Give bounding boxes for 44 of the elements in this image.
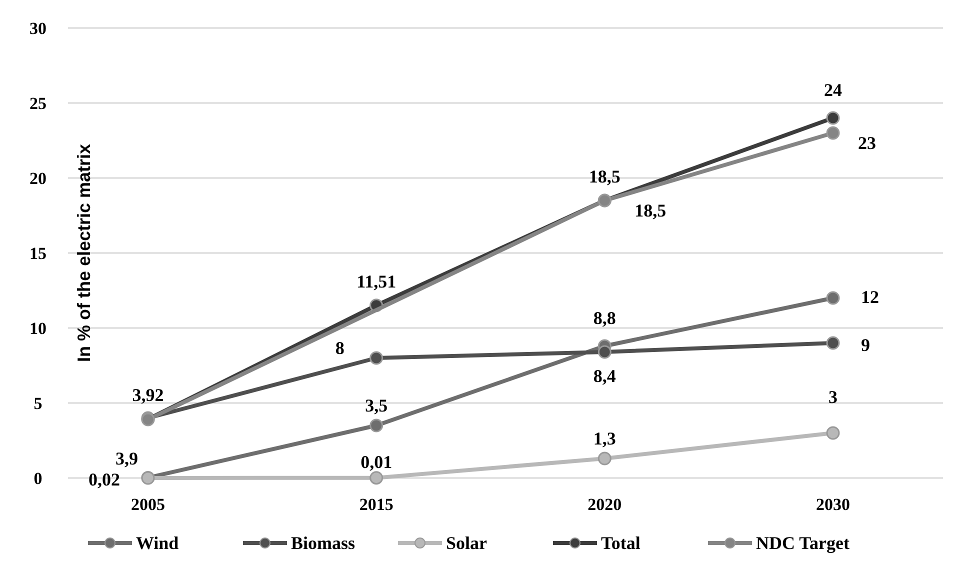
- data-label: 23: [858, 133, 876, 153]
- y-tick-label: 0: [34, 469, 42, 488]
- point: [370, 471, 384, 485]
- data-label: 3,92: [132, 385, 164, 406]
- x-tick-label: 2020: [588, 495, 622, 514]
- x-tick-label: 2015: [359, 495, 394, 514]
- legend-label: Biomass: [291, 533, 356, 553]
- point: [370, 418, 384, 432]
- data-label: 0,01: [360, 452, 392, 472]
- data-label: 12: [861, 287, 879, 307]
- y-tick-label: 30: [30, 19, 46, 38]
- data-label: 3: [828, 387, 838, 407]
- x-tick-label: 2030: [816, 495, 850, 514]
- point: [826, 126, 840, 140]
- legend-label: Solar: [446, 533, 488, 553]
- data-label: 18,5: [588, 166, 620, 186]
- point: [598, 345, 612, 359]
- x-tick-label: 2005: [131, 495, 165, 514]
- data-label: 8: [335, 338, 344, 358]
- point: [370, 351, 384, 365]
- data-label: 3,9: [116, 448, 138, 468]
- legend-label: Wind: [136, 533, 179, 553]
- point: [826, 426, 840, 440]
- data-label: 0,02: [88, 470, 120, 490]
- point: [598, 452, 612, 466]
- data-label: 11,51: [356, 271, 396, 292]
- y-tick-label: 5: [34, 394, 42, 413]
- y-axis-title: In % of the electric matrix: [74, 144, 94, 362]
- point: [826, 336, 840, 350]
- y-tick-label: 20: [30, 169, 46, 188]
- point: [826, 111, 840, 125]
- y-tick-label: 25: [30, 94, 46, 113]
- data-label: 8,8: [593, 308, 616, 328]
- data-label: 9: [861, 335, 870, 355]
- point: [826, 291, 840, 305]
- data-label: 1,3: [593, 428, 616, 448]
- data-label: 3,5: [365, 396, 388, 416]
- y-tick-label: 15: [30, 244, 46, 263]
- legend-label: Total: [601, 533, 640, 553]
- legend-label: NDC Target: [756, 533, 850, 553]
- data-label: 24: [824, 80, 842, 100]
- y-tick-label: 10: [30, 319, 46, 338]
- data-label: 18,5: [634, 200, 666, 220]
- data-label: 8,4: [593, 366, 616, 386]
